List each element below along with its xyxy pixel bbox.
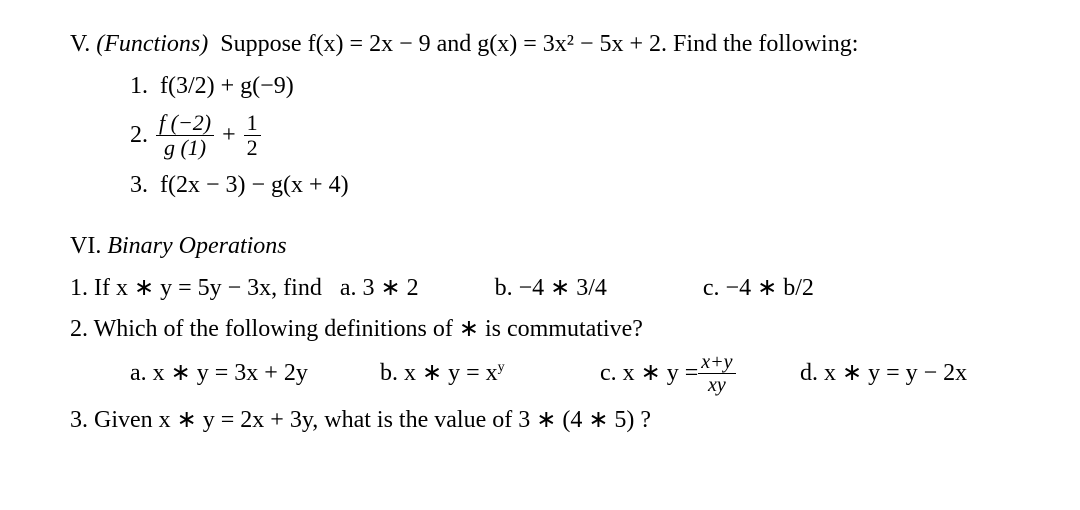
v-item-2-plus: + (222, 119, 236, 153)
section-vi-title: Binary Operations (107, 233, 286, 259)
vi-q2-c-prefix: c. x ∗ y = (600, 357, 698, 391)
vi-q1-c: c. −4 ∗ b/2 (703, 272, 814, 306)
vi-q2-c-num: x+y (698, 351, 735, 374)
section-v-header: V. (Functions) Suppose f(x) = 2x − 9 and… (70, 28, 1010, 62)
v-item-3: 3. f(2x − 3) − g(x + 4) (130, 169, 1010, 203)
vi-q2-num: 2. (70, 316, 88, 342)
vi-q1-num: 1. (70, 275, 88, 301)
v-item-2-frac1-den: g (1) (156, 136, 214, 160)
vi-q3: 3. Given x ∗ y = 2x + 3y, what is the va… (70, 404, 1010, 438)
vi-q2-c: c. x ∗ y = x+y xy (600, 351, 800, 396)
vi-q2-b-sup: y (498, 360, 505, 375)
vi-q2-c-frac: x+y xy (698, 351, 735, 396)
v-item-1-num: 1. (130, 73, 148, 99)
v-item-2-frac2: 1 2 (244, 111, 261, 160)
v-item-3-text: f(2x − 3) − g(x + 4) (160, 172, 349, 198)
vi-q2-b: b. x ∗ y = xy (380, 357, 600, 391)
section-vi-header: VI. Binary Operations (70, 230, 1010, 264)
vi-q1-a: a. 3 ∗ 2 (340, 272, 419, 306)
v-item-2-num: 2. (130, 119, 148, 153)
v-item-2-frac2-num: 1 (244, 111, 261, 136)
vi-q3-num: 3. (70, 407, 88, 433)
v-item-2-frac1: f (−2) g (1) (156, 111, 214, 160)
section-vi: VI. Binary Operations 1. If x ∗ y = 5y −… (70, 230, 1010, 437)
section-v-prompt: Suppose f(x) = 2x − 9 and g(x) = 3x² − 5… (220, 31, 858, 57)
vi-q1-text: If x ∗ y = 5y − 3x, find (94, 275, 322, 301)
section-v-title: (Functions) (96, 31, 208, 57)
v-item-2-frac1-num: f (−2) (156, 111, 214, 136)
section-vi-label: VI. (70, 233, 101, 259)
vi-q2-text: Which of the following definitions of ∗ … (94, 316, 643, 342)
section-v-label: V. (70, 31, 90, 57)
vi-q1-b: b. −4 ∗ 3/4 (495, 272, 607, 306)
v-item-3-num: 3. (130, 172, 148, 198)
vi-q2-a: a. x ∗ y = 3x + 2y (130, 357, 380, 391)
v-item-2-frac2-den: 2 (244, 136, 261, 160)
vi-q3-text: Given x ∗ y = 2x + 3y, what is the value… (94, 407, 651, 433)
v-item-1: 1. f(3/2) + g(−9) (130, 70, 1010, 104)
vi-q1: 1. If x ∗ y = 5y − 3x, find a. 3 ∗ 2 b. … (70, 272, 1010, 306)
vi-q2: 2. Which of the following definitions of… (70, 313, 1010, 396)
v-item-2: 2. f (−2) g (1) + 1 2 (130, 111, 1010, 160)
v-item-1-text: f(3/2) + g(−9) (160, 73, 294, 99)
vi-q2-d: d. x ∗ y = y − 2x (800, 357, 967, 391)
vi-q2-b-prefix: b. x ∗ y = x (380, 360, 498, 386)
vi-q2-c-den: xy (698, 374, 735, 396)
vi-q2-options: a. x ∗ y = 3x + 2y b. x ∗ y = xy c. x ∗ … (130, 351, 1010, 396)
